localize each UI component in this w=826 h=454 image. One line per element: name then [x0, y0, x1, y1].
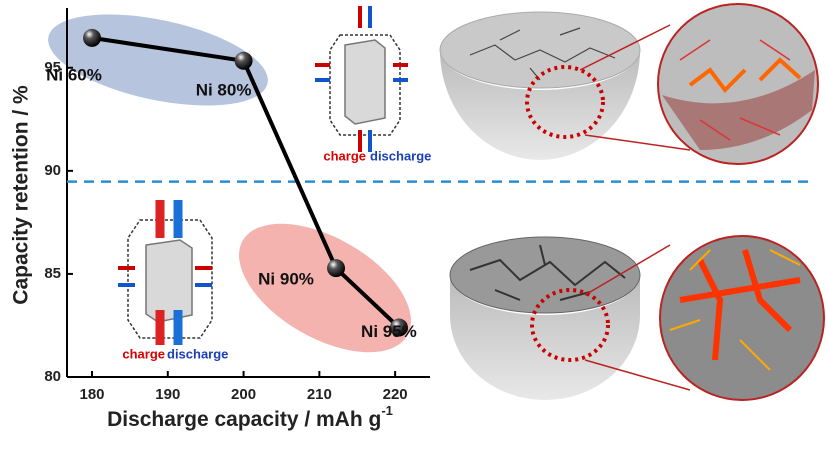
particle-image: [449, 235, 825, 401]
prism-icon: [118, 200, 213, 345]
y-axis-title: Capacity retention / %: [10, 85, 33, 305]
x-tick-label: 220: [383, 386, 408, 403]
point-label: Ni 60%: [46, 65, 102, 84]
annotation: charge: [122, 346, 165, 361]
point-label: Ni 80%: [196, 80, 252, 99]
data-point: [234, 51, 253, 70]
prism-icon: [315, 6, 408, 152]
group-ellipse: [48, 14, 268, 106]
x-axis-title-main: Discharge capacity / mAh g: [107, 408, 381, 431]
y-tick-label: 90: [44, 162, 61, 179]
y-tick-label: 85: [44, 265, 61, 282]
data-point: [327, 259, 346, 278]
group-ellipse: [239, 223, 411, 353]
x-tick-label: 180: [79, 386, 104, 403]
x-tick-label: 190: [155, 386, 180, 403]
x-axis-title: Discharge capacity / mAh g-1: [107, 403, 393, 430]
x-tick-label: 200: [231, 386, 256, 403]
annotation: discharge: [370, 148, 431, 163]
point-label: Ni 90%: [258, 270, 314, 289]
annotation: charge: [323, 148, 366, 163]
y-tick-label: 95: [44, 59, 61, 76]
annotation: discharge: [167, 346, 228, 361]
data-point: [389, 318, 408, 337]
data-line: [91, 35, 401, 329]
y-tick-label: 80: [44, 368, 61, 385]
data-point: [83, 28, 102, 47]
point-label: Ni 95%: [361, 322, 417, 341]
particle-image: [439, 3, 819, 165]
x-tick-label: 210: [307, 386, 332, 403]
x-axis-title-sup: -1: [381, 403, 393, 418]
